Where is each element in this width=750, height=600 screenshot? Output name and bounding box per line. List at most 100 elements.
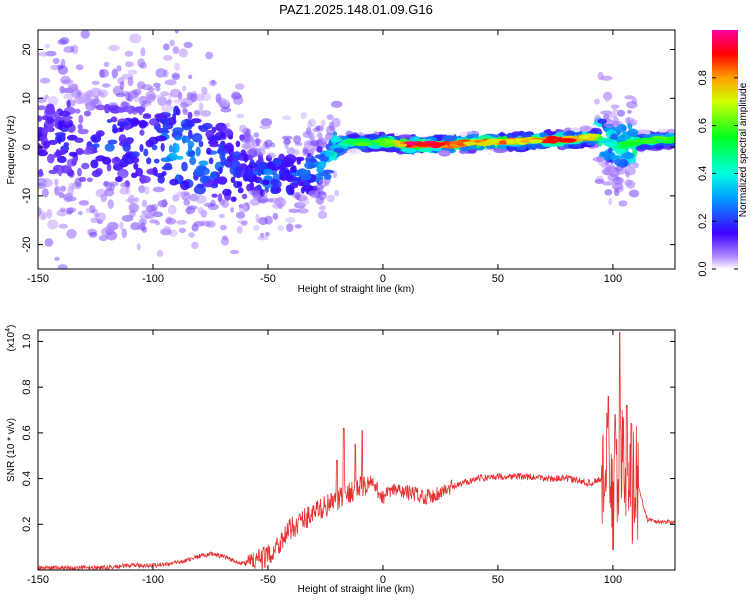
spectrogram-heatmap xyxy=(38,30,675,269)
heatmap-cell xyxy=(221,99,231,107)
heatmap-cell xyxy=(163,225,171,234)
heatmap-cell xyxy=(147,87,155,92)
heatmap-cell xyxy=(116,65,122,72)
heatmap-ridge-cell xyxy=(618,141,636,146)
heatmap-cell xyxy=(248,190,257,195)
x-tick-label: -100 xyxy=(142,574,164,586)
snr-y-label: SNR (10 * v/v) xyxy=(6,418,17,482)
heatmap-cell xyxy=(188,74,193,80)
heatmap-cell xyxy=(52,57,60,65)
heatmap-cell xyxy=(61,88,72,94)
heatmap-ridge-cell xyxy=(380,142,397,147)
heatmap-cell xyxy=(67,82,75,88)
heatmap-cell xyxy=(330,136,342,143)
heatmap-cell xyxy=(174,134,182,141)
heatmap-cell xyxy=(218,143,224,154)
heatmap-cell xyxy=(127,76,134,87)
heatmap-cell xyxy=(317,210,328,219)
heatmap-cell xyxy=(323,173,332,180)
heatmap-cell xyxy=(608,197,613,206)
heatmap-cell xyxy=(156,249,164,257)
heatmap-cell xyxy=(65,207,77,213)
x-tick-label: 0 xyxy=(380,273,386,285)
heatmap-cell xyxy=(309,136,315,142)
heatmap-cell xyxy=(293,135,302,145)
heatmap-cell xyxy=(316,132,323,139)
heatmap-cell xyxy=(133,162,139,170)
heatmap-cell xyxy=(211,79,216,85)
heatmap-cell xyxy=(138,119,147,129)
spectrogram-x-label: Height of straight line (km) xyxy=(298,284,415,295)
heatmap-cell xyxy=(120,182,127,188)
heatmap-cell xyxy=(280,161,285,171)
heatmap-cell xyxy=(95,130,105,137)
heatmap-cell xyxy=(104,225,116,233)
heatmap-cell xyxy=(172,46,180,55)
heatmap-cell xyxy=(77,167,82,177)
y-tick-label: 0 xyxy=(21,144,33,150)
heatmap-cell xyxy=(586,141,596,146)
heatmap-cell xyxy=(153,158,160,164)
colorbar-tick-label: 0.2 xyxy=(697,214,709,229)
heatmap-cell xyxy=(604,160,610,166)
heatmap-cell xyxy=(308,185,313,193)
x-tick-label: 100 xyxy=(604,574,622,586)
heatmap-cell xyxy=(170,88,181,98)
heatmap-cell xyxy=(172,99,185,104)
heatmap-cell xyxy=(615,176,621,182)
heatmap-cell xyxy=(173,62,181,72)
heatmap-cell xyxy=(58,192,65,199)
heatmap-cell xyxy=(239,124,248,133)
heatmap-cell xyxy=(413,152,423,157)
heatmap-cell xyxy=(157,175,165,184)
heatmap-cell xyxy=(265,231,270,237)
heatmap-cell xyxy=(282,115,292,121)
heatmap-cell xyxy=(218,213,225,219)
heatmap-cell xyxy=(210,171,218,180)
heatmap-cell xyxy=(624,179,633,187)
heatmap-cell xyxy=(57,264,68,269)
heatmap-cell xyxy=(200,110,212,117)
heatmap-cell xyxy=(44,238,54,247)
heatmap-cell xyxy=(76,91,81,96)
heatmap-cell xyxy=(613,189,620,197)
heatmap-cell xyxy=(138,185,146,194)
heatmap-cell xyxy=(220,132,226,139)
heatmap-cell xyxy=(38,105,47,111)
heatmap-ridge-cell xyxy=(415,142,432,147)
x-tick-label: -100 xyxy=(142,273,164,285)
heatmap-cell xyxy=(286,223,294,233)
heatmap-cell xyxy=(58,110,71,117)
heatmap-cell xyxy=(38,115,43,122)
heatmap-ridge-cell xyxy=(640,139,659,144)
heatmap-cell xyxy=(131,172,138,179)
heatmap-cell xyxy=(521,132,532,139)
heatmap-cell xyxy=(88,204,96,214)
heatmap-ridge-cell xyxy=(371,139,386,144)
x-tick-label: -150 xyxy=(27,574,49,586)
heatmap-cell xyxy=(230,196,237,202)
heatmap-cell xyxy=(58,166,63,177)
heatmap-cell xyxy=(46,117,55,124)
heatmap-cell xyxy=(101,83,111,88)
heatmap-cell xyxy=(255,214,260,223)
heatmap-cell xyxy=(235,140,241,148)
heatmap-cell xyxy=(181,135,191,143)
heatmap-cell xyxy=(230,176,236,184)
heatmap-cell xyxy=(40,135,48,143)
heatmap-cell xyxy=(143,148,149,157)
heatmap-cell xyxy=(138,218,147,226)
heatmap-cell xyxy=(239,133,251,143)
heatmap-cell xyxy=(293,176,302,182)
heatmap-cell xyxy=(38,149,48,157)
heatmap-ridge-cell xyxy=(486,138,504,143)
heatmap-cell xyxy=(60,75,71,85)
heatmap-cell xyxy=(60,185,67,192)
heatmap-cell xyxy=(89,231,98,238)
heatmap-cell xyxy=(135,167,143,177)
spectrogram-frame xyxy=(37,29,676,270)
heatmap-cell xyxy=(164,79,177,86)
x-tick-label: -50 xyxy=(260,273,276,285)
heatmap-cell xyxy=(182,107,188,113)
